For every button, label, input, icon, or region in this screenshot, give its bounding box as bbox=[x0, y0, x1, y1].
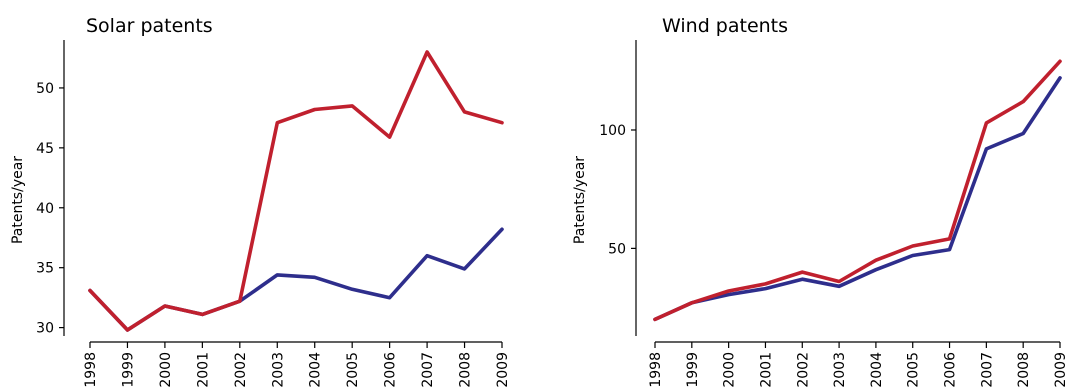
x-tick-label: 2001 bbox=[758, 352, 774, 388]
series-line-blue bbox=[653, 76, 1062, 322]
x-tick-label: 2006 bbox=[383, 352, 399, 388]
chart-panel-1: Solar patents 30 35 40 45 50 1998 1999 2000 2001 2… bbox=[10, 15, 511, 388]
x-tick-label: 1999 bbox=[120, 352, 136, 388]
y-tick-label: 45 bbox=[36, 141, 54, 157]
x-tick-label: 1998 bbox=[83, 352, 99, 388]
chart-title: Wind patents bbox=[662, 15, 788, 37]
x-tick-label: 2002 bbox=[795, 352, 811, 388]
x-tick-label: 2003 bbox=[832, 352, 848, 388]
x-tick-label: 2005 bbox=[345, 352, 361, 388]
series-line-red bbox=[88, 50, 504, 332]
x-tick-label: 2007 bbox=[979, 352, 995, 388]
y-tick-label: 30 bbox=[36, 321, 54, 337]
x-tick-label: 2008 bbox=[1016, 352, 1032, 388]
chart-title: Solar patents bbox=[86, 15, 213, 37]
x-tick-label: 2009 bbox=[495, 352, 511, 388]
y-axis-label: Patents/year bbox=[572, 156, 588, 244]
x-tick-label: 2000 bbox=[158, 352, 174, 388]
series-line-red bbox=[653, 59, 1062, 322]
x-tick-label: 2002 bbox=[233, 352, 249, 388]
y-axis-label: Patents/year bbox=[10, 156, 26, 244]
chart-panel-2: Wind patents 50 100 1998 1999 2000 2001 2002 200… bbox=[572, 15, 1069, 388]
y-tick-label: 35 bbox=[36, 261, 54, 277]
y-tick-label: 40 bbox=[36, 201, 54, 217]
x-tick-label: 2009 bbox=[1053, 352, 1069, 388]
x-tick-label: 2001 bbox=[195, 352, 211, 388]
x-tick-label: 2004 bbox=[308, 352, 324, 388]
x-tick-label: 2007 bbox=[420, 352, 436, 388]
x-tick-label: 2000 bbox=[722, 352, 738, 388]
x-tick-label: 2005 bbox=[906, 352, 922, 388]
y-tick-label: 50 bbox=[36, 81, 54, 97]
x-tick-label: 2008 bbox=[458, 352, 474, 388]
x-tick-label: 2004 bbox=[869, 352, 885, 388]
y-tick-label: 100 bbox=[599, 123, 626, 139]
y-tick-label: 50 bbox=[608, 241, 626, 257]
x-tick-label: 1999 bbox=[685, 352, 701, 388]
x-tick-label: 2003 bbox=[270, 352, 286, 388]
x-tick-label: 1998 bbox=[648, 352, 664, 388]
x-tick-label: 2006 bbox=[943, 352, 959, 388]
